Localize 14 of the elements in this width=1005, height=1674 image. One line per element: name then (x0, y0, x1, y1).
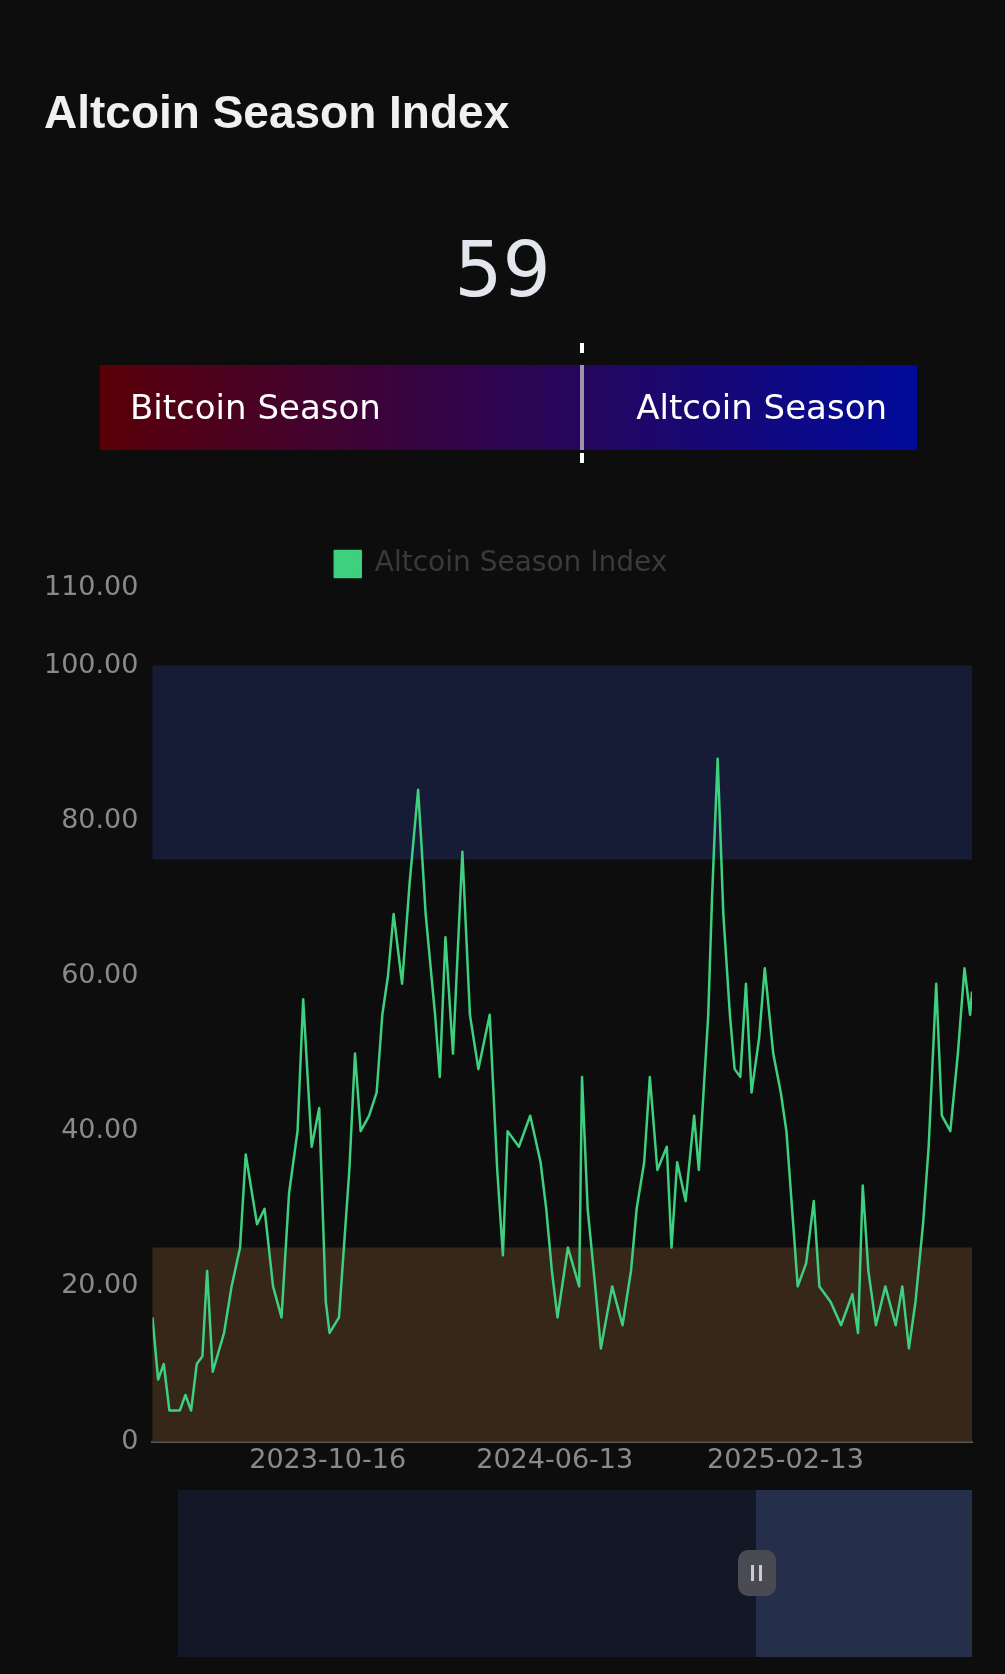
x-tick-label: 2025-02-13 (707, 1442, 864, 1474)
y-tick-label: 100.00 (43, 647, 139, 679)
y-tick-label: 0 (121, 1423, 139, 1455)
y-tick-label: 20.00 (61, 1268, 139, 1300)
x-tick-label: 2023-10-16 (249, 1442, 407, 1474)
text: Altcoin Season (636, 387, 887, 427)
text: Altcoin Season Index (44, 85, 510, 139)
y-tick-label: 60.00 (61, 958, 139, 990)
x-tick-label: 2024-06-13 (476, 1442, 634, 1474)
text: 59 (453, 225, 552, 314)
y-tick-label: 40.00 (61, 1113, 139, 1145)
text: Bitcoin Season (130, 387, 381, 427)
y-tick-label: 110.00 (43, 570, 139, 602)
y-tick-label: 80.00 (61, 802, 139, 834)
